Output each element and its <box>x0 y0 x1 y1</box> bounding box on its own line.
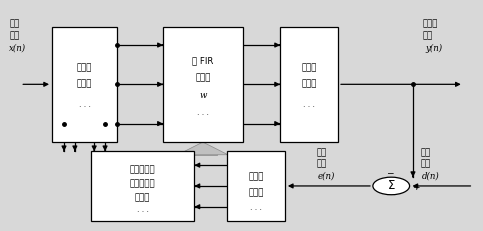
Text: 滤波器: 滤波器 <box>423 20 438 29</box>
Text: 的机制: 的机制 <box>135 193 150 202</box>
Text: +: + <box>412 183 419 191</box>
Text: 输入: 输入 <box>10 20 20 29</box>
Text: 期望: 期望 <box>420 148 430 157</box>
Text: Σ: Σ <box>387 179 395 192</box>
Text: · · ·: · · · <box>137 208 148 217</box>
Text: 和权值更新: 和权值更新 <box>129 179 156 188</box>
Bar <box>280 27 338 142</box>
Text: 输出: 输出 <box>423 31 433 40</box>
Text: d(n): d(n) <box>422 171 440 180</box>
Circle shape <box>373 177 410 195</box>
Polygon shape <box>178 142 228 155</box>
Text: 信号: 信号 <box>10 31 20 40</box>
Text: x(n): x(n) <box>9 44 26 53</box>
Text: 变换器: 变换器 <box>301 80 317 89</box>
Bar <box>91 151 194 221</box>
Text: 响应: 响应 <box>420 160 430 168</box>
Text: 串一并: 串一并 <box>77 64 92 73</box>
Text: 完成块相关: 完成块相关 <box>129 165 156 174</box>
Text: 滤波器: 滤波器 <box>195 73 211 82</box>
Text: e(n): e(n) <box>318 171 335 180</box>
Text: · · ·: · · · <box>197 111 209 120</box>
Bar <box>227 151 285 221</box>
Bar <box>163 27 242 142</box>
Text: −: − <box>386 169 394 177</box>
Text: 变换器: 变换器 <box>77 80 92 89</box>
Text: y(n): y(n) <box>425 44 442 53</box>
Text: 变换器: 变换器 <box>248 188 264 197</box>
Text: 块 FIR: 块 FIR <box>192 57 213 66</box>
Text: 串一并: 串一并 <box>248 172 264 181</box>
Text: 信号: 信号 <box>316 160 327 168</box>
Text: 并一串: 并一串 <box>301 64 317 73</box>
Text: · · ·: · · · <box>303 103 315 112</box>
Text: 误差: 误差 <box>316 148 327 157</box>
Bar <box>52 27 117 142</box>
Bar <box>188 151 217 155</box>
Text: · · ·: · · · <box>79 103 90 112</box>
Text: w: w <box>199 91 207 100</box>
Text: · · ·: · · · <box>250 206 262 215</box>
